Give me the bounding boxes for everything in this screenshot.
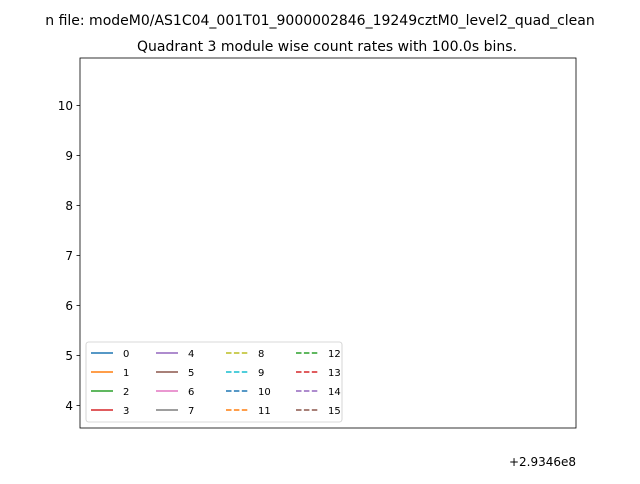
y-tick-label: 10 — [58, 99, 73, 113]
legend-label-4: 4 — [188, 349, 194, 360]
legend-label-15: 15 — [328, 406, 341, 417]
y-tick-label: 7 — [65, 249, 73, 263]
legend-label-1: 1 — [123, 368, 129, 379]
legend-label-13: 13 — [328, 368, 341, 379]
axes-frame — [79, 57, 577, 429]
legend-label-6: 6 — [188, 387, 194, 398]
legend-label-5: 5 — [188, 368, 194, 379]
legend-label-9: 9 — [258, 368, 264, 379]
y-tick-label: 4 — [65, 399, 73, 413]
legend-label-8: 8 — [258, 349, 264, 360]
legend-label-12: 12 — [328, 349, 341, 360]
plot-area: 3600380040004200440046004567891001234567… — [58, 57, 577, 429]
legend-label-11: 11 — [258, 406, 271, 417]
legend-label-3: 3 — [123, 406, 129, 417]
x-axis-offset-label: +2.9346e8 — [509, 455, 576, 469]
figure-suptitle: n file: modeM0/AS1C04_001T01_9000002846_… — [45, 13, 594, 29]
legend-label-10: 10 — [258, 387, 271, 398]
y-tick-label: 5 — [65, 349, 73, 363]
y-tick-label: 6 — [65, 299, 73, 313]
legend-label-2: 2 — [123, 387, 129, 398]
y-tick-label: 9 — [65, 149, 73, 163]
chart-title: Quadrant 3 module wise count rates with … — [137, 39, 517, 55]
legend-label-14: 14 — [328, 387, 341, 398]
legend-label-7: 7 — [188, 406, 194, 417]
y-tick-label: 8 — [65, 199, 73, 213]
legend-label-0: 0 — [123, 349, 129, 360]
legend-box — [85, 341, 343, 423]
